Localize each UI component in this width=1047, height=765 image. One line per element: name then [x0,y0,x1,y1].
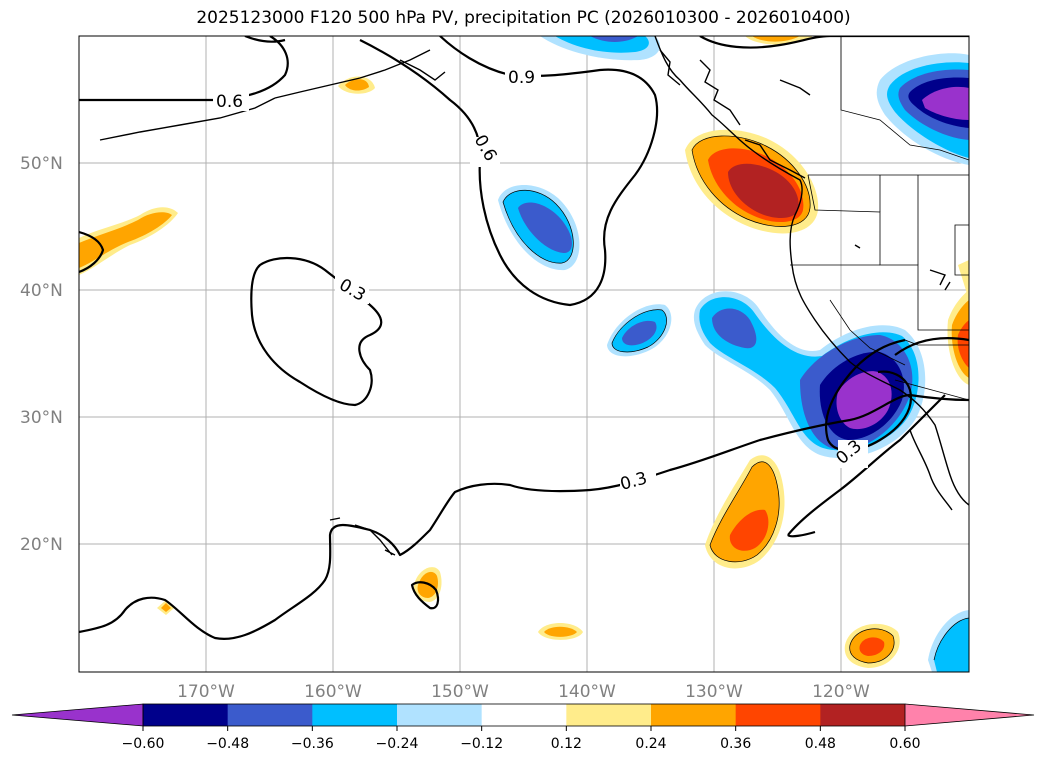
colorbar-tick-label: −0.48 [206,736,249,752]
map-title: 2025123000 F120 500 hPa PV, precipitatio… [196,8,851,28]
colorbar-segment [735,704,821,726]
colorbar-segment [143,704,229,726]
colorbar-tick-label: −0.24 [376,736,419,752]
colorbar-segment [227,704,313,726]
contour-label: 0.6 [216,92,243,112]
lon-label: 130°W [685,682,743,702]
contour-label: 0.9 [508,68,535,88]
lon-label: 160°W [304,682,362,702]
colorbar-tick-label: −0.12 [460,736,503,752]
lat-label: 20°N [20,535,63,555]
colorbar-extend-low [12,704,143,726]
colorbar-tick-label: −0.36 [291,736,334,752]
lat-label: 50°N [20,154,63,174]
colorbar-segment [312,704,398,726]
colorbar-segment [397,704,483,726]
lat-label: 30°N [20,408,63,428]
colorbar-segment [651,704,737,726]
colorbar-extend-high [905,704,1034,726]
lat-label: 40°N [20,281,63,301]
lon-label: 170°W [177,682,235,702]
colorbar-tick-label: 0.12 [551,736,582,752]
colorbar-tick-label: 0.48 [805,736,836,752]
colorbar-segments [12,704,1034,726]
contour-label-group: 0.6 0.9 0.6 0.3 0.3 0.3 [213,65,868,495]
lon-label: 150°W [431,682,489,702]
lon-label: 140°W [558,682,616,702]
map-frame [78,35,970,673]
precip-outlines [502,135,969,664]
colorbar-tick-label: 0.60 [889,736,920,752]
colorbar-ticks: −0.60 −0.48 −0.36 −0.24 −0.12 0.12 0.24 0.36 0.4… [122,726,921,752]
colorbar-tick-label: −0.60 [122,736,165,752]
colorbar-segment [481,704,567,726]
colorbar-tick-label: 0.36 [720,736,751,752]
colorbar-segment [820,704,906,726]
colorbar-tick-label: 0.24 [635,736,666,752]
colorbar-segment [566,704,652,726]
colorbar: −0.60 −0.48 −0.36 −0.24 −0.12 0.12 0.24 0.36 0.4… [11,703,1035,752]
lon-label: 120°W [812,682,870,702]
